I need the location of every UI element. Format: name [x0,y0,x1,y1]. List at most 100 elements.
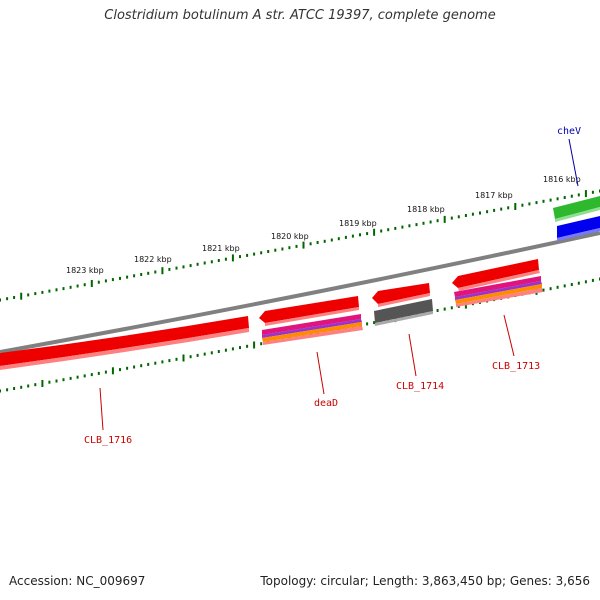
inner-minor-tick [563,284,566,288]
inner-minor-tick [450,306,453,310]
gene-cheV-feature[interactable] [553,196,600,241]
inner-minor-tick [260,342,263,346]
outer-minor-tick [246,253,249,257]
gene-CLB_1716-bar[interactable] [0,316,249,366]
gene-deaD-arrow[interactable] [259,296,359,323]
scale-label-1817: 1817 kbp [475,191,513,200]
outer-minor-tick [260,251,263,255]
outer-minor-tick [316,241,319,244]
inner-minor-tick [556,285,559,289]
label-CLB_1713[interactable]: CLB_1713 [492,361,540,372]
inner-minor-tick [175,357,178,361]
scale-label-1821: 1821 kbp [202,244,240,253]
gene-deaD-band-magenta [262,314,361,335]
outer-minor-tick [351,234,354,238]
scale-label-1819: 1819 kbp [339,219,377,228]
outer-minor-tick [217,259,220,262]
outer-minor-tick [147,271,150,275]
outer-minor-tick [62,287,65,291]
leader-cheV [568,138,579,187]
inner-minor-tick [210,351,213,355]
outer-minor-tick [126,275,129,279]
outer-minor-tick [41,290,44,294]
outer-minor-tick [69,285,72,289]
inner-minor-tick [239,346,241,350]
gene-CLB_1714-arrow[interactable] [372,283,430,304]
outer-minor-tick [330,238,333,242]
outer-minor-tick [493,208,496,212]
inner-minor-tick [20,385,23,389]
gene-CLB_1714-arrow-shade [378,293,430,307]
gene-CLB_1714-feature[interactable] [372,283,433,326]
gene-CLB_1716-feature[interactable] [0,316,249,370]
outer-minor-tick [323,239,326,243]
scale-labels: 1823 kbp 1822 kbp 1821 kbp 1820 kbp 1819… [66,175,581,275]
label-CLB_1714[interactable]: CLB_1714 [396,381,444,392]
outer-minor-tick [457,215,460,219]
gene-cheV-blue-shadow [557,228,600,241]
outer-minor-tick [281,247,284,251]
outer-minor-tick [337,237,340,241]
outer-minor-tick [83,283,86,287]
inner-minor-tick [549,287,552,291]
outer-minor-tick [471,212,474,216]
gene-CLB_1713-band-orange [455,284,542,304]
inner-minor-tick [161,360,164,364]
outer-minor-tick [344,235,347,239]
inner-major-tick [41,380,44,387]
inner-major-tick [111,367,114,375]
inner-minor-tick [217,350,220,353]
inner-minor-tick [189,355,192,359]
gene-CLB_1713-band-purple [455,281,542,300]
label-deaD[interactable]: deaD [314,398,338,409]
inner-minor-tick [76,375,79,379]
outer-major-tick [584,190,587,198]
gene-CLB_1713-arrow[interactable] [452,259,539,288]
inner-minor-tick [246,344,249,348]
inner-minor-tick [591,278,594,282]
gene-deaD-band-orange [262,322,362,342]
gene-CLB_1714-gray-bar[interactable] [374,299,433,323]
outer-minor-tick [591,190,594,194]
inner-minor-tick [366,322,369,326]
scale-label-1818: 1818 kbp [407,205,445,214]
inner-minor-tick [154,361,157,365]
outer-minor-tick [436,219,439,223]
inner-minor-tick [55,379,58,383]
outer-major-tick [443,215,446,223]
outer-minor-tick [387,228,390,232]
outer-minor-tick [119,276,121,280]
inner-minor-tick [224,348,227,352]
leader-CLB_1716 [99,387,104,431]
gene-CLB_1716-bar-shade [0,328,249,370]
outer-minor-tick [528,202,531,206]
gene-cheV-blue-bar[interactable] [557,216,600,238]
inner-minor-tick [436,309,439,312]
outer-minor-tick [274,248,277,252]
accession-text: Accession: NC_009697 [9,574,146,588]
gene-deaD-feature[interactable] [259,296,363,345]
gene-cheV-green-bar[interactable] [553,196,600,219]
inner-minor-tick [119,368,121,372]
label-CLB_1716[interactable]: CLB_1716 [84,435,132,446]
outer-minor-tick [111,278,114,282]
inner-minor-tick [577,281,580,285]
inner-minor-tick [83,374,86,378]
outer-minor-tick [500,207,503,211]
outer-minor-tick [34,292,37,296]
outer-minor-tick [535,201,538,205]
inner-minor-tick [570,283,573,286]
inner-minor-tick [584,280,587,284]
gene-deaD-band-pink [263,326,363,345]
inner-minor-tick [34,383,37,387]
outer-minor-tick [168,267,171,271]
outer-minor-tick [563,196,566,199]
outer-minor-tick [549,198,552,202]
leader-deaD [316,351,325,395]
inner-minor-tick [168,359,171,363]
outer-minor-tick [394,226,397,230]
outer-minor-tick [104,279,107,283]
label-cheV[interactable]: cheV [557,126,581,137]
gene-CLB_1713-feature[interactable] [452,259,543,307]
